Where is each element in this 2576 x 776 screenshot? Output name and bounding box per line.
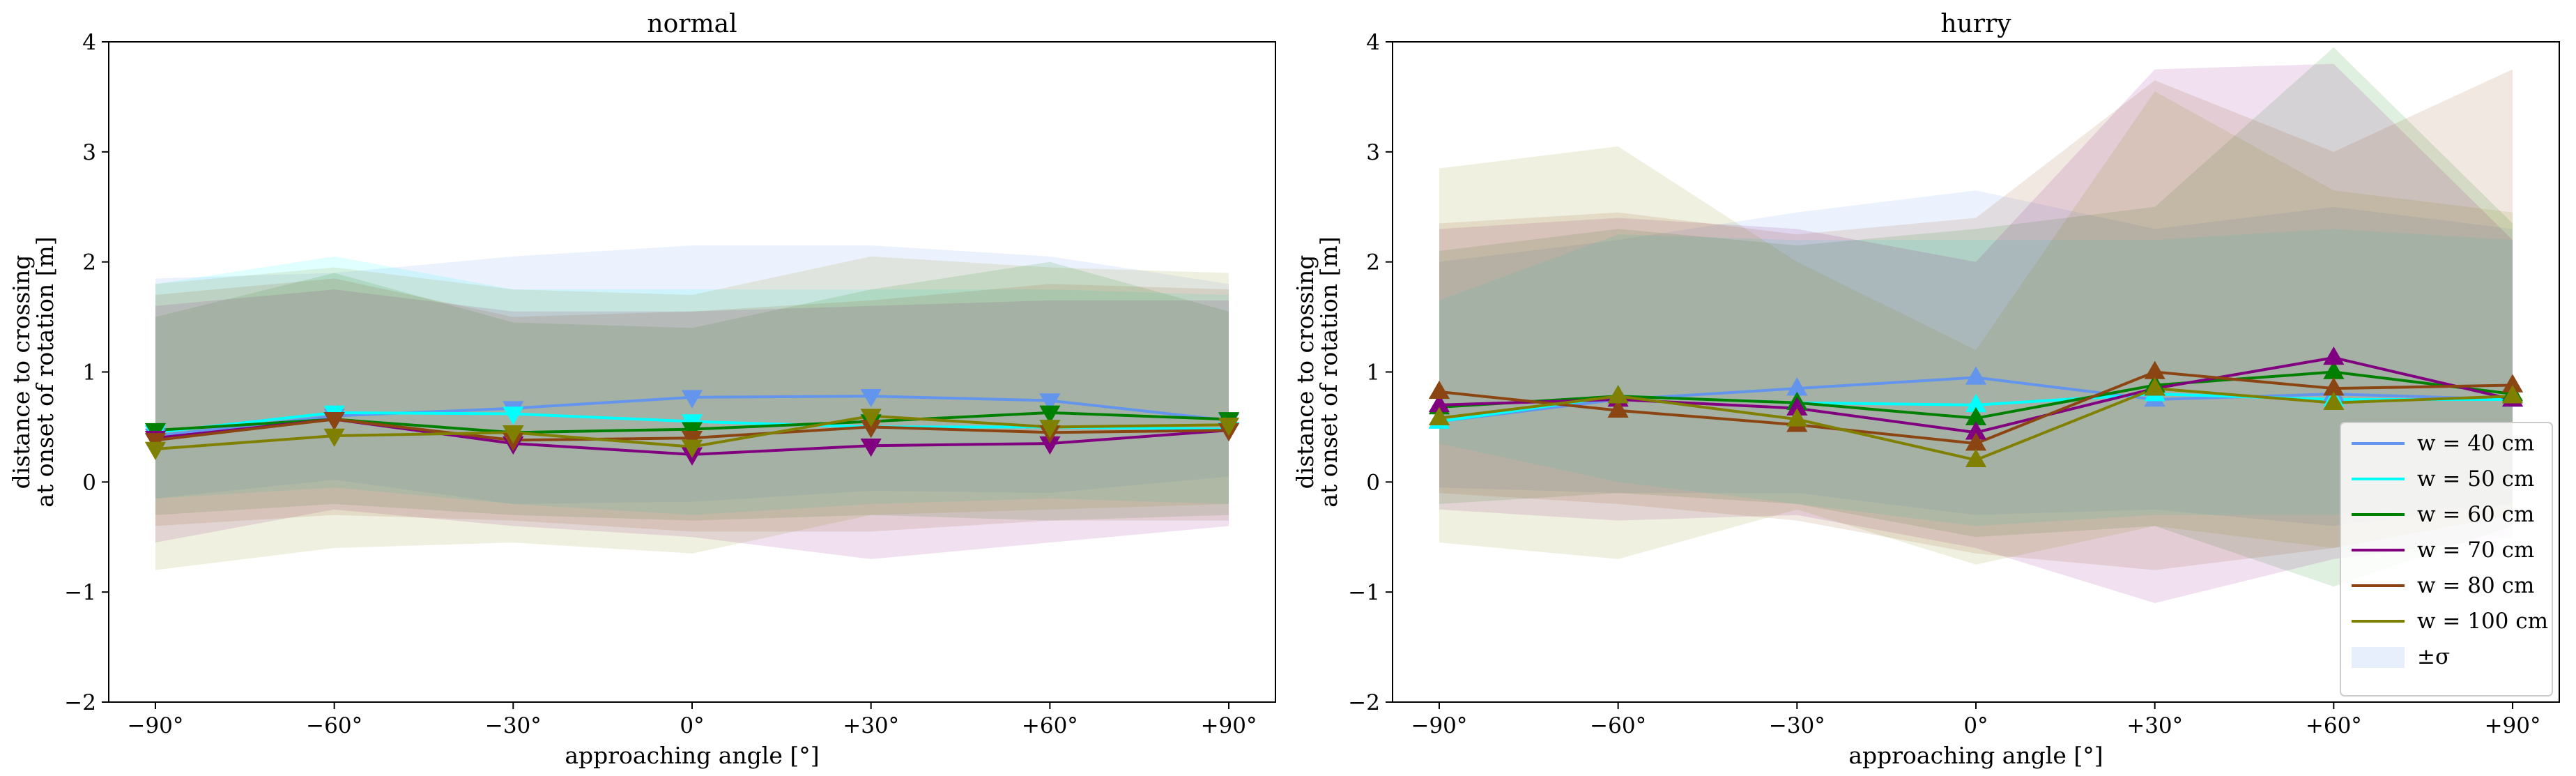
sigma-band-hurry-w-60-cm — [1439, 47, 2513, 587]
chart-title-hurry: hurry — [1940, 10, 2011, 38]
x-tick-label-hurry-1: −60° — [1590, 713, 1646, 738]
x-ticks-hurry: −90° −60° −30° 0° +30° +60° +90° — [1411, 702, 2541, 738]
data-point-hurry-w-100-cm-0 — [1428, 406, 1450, 426]
data-point-hurry-w-80-cm-1 — [1607, 399, 1629, 418]
y-tick-label-hurry-0: −2 — [1348, 690, 1380, 715]
series-markers-hurry — [1428, 346, 2524, 468]
x-axis-label-normal: approaching angle [°] — [565, 742, 819, 769]
data-point-hurry-w-100-cm-1 — [1607, 385, 1629, 404]
x-ticks-normal: −90° −60° −30° 0° +30° +60° +90° — [127, 702, 1257, 738]
x-tick-label-hurry-2: −30° — [1769, 713, 1825, 738]
sigma-band-normal-w-50-cm — [155, 256, 1229, 515]
data-point-normal-w-100-cm-2 — [503, 425, 524, 444]
data-point-hurry-w-80-cm-0 — [1428, 380, 1450, 400]
data-point-normal-w-60-cm-5 — [1039, 405, 1061, 424]
data-point-hurry-w-100-cm-5 — [2323, 391, 2345, 410]
data-point-normal-w-100-cm-6 — [1218, 418, 1240, 436]
legend-label-w-40-cm: w = 40 cm — [2417, 431, 2534, 456]
data-point-hurry-w-100-cm-3 — [1965, 448, 1987, 468]
legend-label-w-60-cm: w = 60 cm — [2417, 502, 2534, 527]
panel-normal: −90° −60° −30° 0° +30° +60° +90° −2 −1 0 1 2 3 4 nor… — [8, 10, 1276, 769]
y-tick-label-normal-4: 2 — [82, 250, 96, 275]
data-point-normal-w-50-cm-2 — [503, 406, 524, 425]
sigma-band-hurry-w-70-cm — [1439, 63, 2513, 603]
y-ticks-normal: −2 −1 0 1 2 3 4 — [64, 30, 109, 715]
x-tick-label-normal-6: +90° — [1201, 713, 1257, 738]
data-point-normal-w-100-cm-5 — [1039, 420, 1061, 439]
legend: w = 40 cm w = 50 cm w = 60 cm w = 70 cm w = … — [2340, 422, 2553, 697]
legend-label-w-80-cm: w = 80 cm — [2417, 573, 2534, 598]
x-tick-label-normal-5: +60° — [1022, 713, 1078, 738]
y-tick-label-normal-0: −2 — [64, 690, 96, 715]
data-point-normal-w-100-cm-3 — [681, 439, 703, 458]
data-point-normal-w-40-cm-4 — [860, 388, 882, 408]
y-axis-label-line2-normal: at onset of rotation [m] — [31, 236, 59, 507]
legend-label-sigma: ±σ — [2417, 644, 2450, 669]
y-axis-label-line1-hurry: distance to crossing — [1291, 255, 1319, 489]
legend-box — [2340, 422, 2553, 697]
sigma-bands-hurry — [1439, 47, 2513, 603]
legend-label-w-70-cm: w = 70 cm — [2417, 538, 2534, 563]
data-point-normal-w-80-cm-1 — [323, 412, 345, 431]
data-point-hurry-w-70-cm-5 — [2323, 346, 2345, 365]
sigma-band-hurry-w-80-cm — [1439, 69, 2513, 570]
y-tick-label-normal-2: 0 — [82, 470, 96, 495]
chart-title-normal: normal — [647, 10, 737, 38]
y-tick-label-hurry-3: 1 — [1366, 360, 1380, 386]
sigma-band-normal-w-40-cm — [155, 245, 1229, 504]
x-tick-label-hurry-3: 0° — [1963, 713, 1988, 738]
x-tick-label-normal-1: −60° — [306, 713, 362, 738]
data-point-hurry-w-100-cm-4 — [2144, 377, 2165, 396]
sigma-band-normal-w-100-cm — [155, 256, 1229, 570]
y-tick-label-normal-6: 4 — [82, 30, 96, 55]
data-point-normal-w-70-cm-4 — [860, 438, 882, 457]
x-tick-label-hurry-4: +30° — [2126, 713, 2183, 738]
sigma-band-hurry-w-40-cm — [1439, 190, 2513, 526]
data-point-hurry-w-100-cm-2 — [1786, 408, 1808, 427]
x-axis-label-hurry: approaching angle [°] — [1848, 742, 2103, 769]
y-tick-label-normal-3: 1 — [82, 360, 96, 386]
series-markers-normal — [144, 388, 1240, 466]
x-tick-label-normal-0: −90° — [127, 713, 183, 738]
data-point-normal-w-100-cm-4 — [860, 409, 882, 427]
y-tick-label-hurry-6: 4 — [1366, 30, 1380, 55]
panel-hurry: −90° −60° −30° 0° +30° +60° +90° −2 −1 0 1 2 3 4 hur… — [1291, 10, 2560, 769]
data-point-normal-w-100-cm-1 — [323, 428, 345, 448]
y-ticks-hurry: −2 −1 0 1 2 3 4 — [1348, 30, 1393, 715]
data-point-normal-w-40-cm-5 — [1039, 393, 1061, 412]
legend-swatch-sigma — [2352, 647, 2405, 668]
x-tick-label-normal-3: 0° — [680, 713, 704, 738]
y-axis-label-line1-normal: distance to crossing — [8, 255, 35, 489]
y-tick-label-hurry-1: −1 — [1348, 580, 1380, 605]
x-tick-label-hurry-0: −90° — [1411, 713, 1467, 738]
y-axis-label-line2-hurry: at onset of rotation [m] — [1315, 236, 1342, 507]
data-point-hurry-w-100-cm-6 — [2501, 385, 2524, 404]
y-tick-label-hurry-2: 0 — [1366, 470, 1380, 495]
sigma-band-hurry-w-100-cm — [1439, 91, 2513, 565]
y-tick-label-normal-5: 3 — [82, 140, 96, 165]
y-tick-label-hurry-4: 2 — [1366, 250, 1380, 275]
x-tick-label-normal-4: +30° — [843, 713, 899, 738]
x-tick-label-normal-2: −30° — [485, 713, 542, 738]
legend-label-w-50-cm: w = 50 cm — [2417, 466, 2534, 492]
data-point-normal-w-40-cm-3 — [681, 390, 703, 409]
legend-label-w-100-cm: w = 100 cm — [2417, 609, 2548, 634]
x-tick-label-hurry-6: +90° — [2485, 713, 2541, 738]
y-tick-label-hurry-5: 3 — [1366, 140, 1380, 165]
data-point-normal-w-100-cm-0 — [144, 441, 167, 460]
data-point-hurry-w-40-cm-3 — [1965, 366, 1987, 385]
x-tick-label-hurry-5: +60° — [2306, 713, 2362, 738]
y-tick-label-normal-1: −1 — [64, 580, 96, 605]
